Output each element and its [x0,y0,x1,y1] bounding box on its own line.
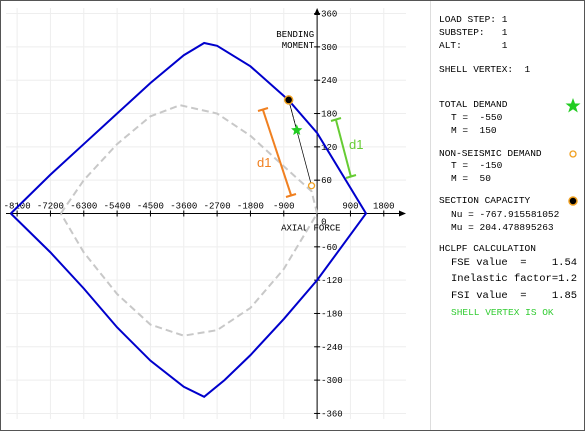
x-tick-label: 900 [342,202,358,212]
y-axis-title: MOMENT [282,41,315,51]
x-arrow [399,210,406,217]
heading: TOTAL DEMAND [439,99,508,110]
text: FSI value = [451,290,527,302]
text: M = [451,125,469,136]
text: M = [451,173,469,184]
value: 50 [479,173,491,184]
y-tick-label: 300 [321,43,337,53]
label: Inelastic factor=1.2 [451,273,577,285]
series-line [59,104,319,337]
x-tick-label: -7200 [37,202,64,212]
label: SUBSTEP: 1 [439,27,507,38]
label: M = 150 [451,125,497,136]
y-tick-label: -60 [321,243,337,253]
heading: HCLPF CALCULATION [439,243,536,254]
value: 1 [501,40,508,51]
connector [288,99,298,131]
y-arrow [314,8,321,15]
x-tick-label: -5400 [104,202,131,212]
value: 1.54 [551,257,578,269]
x-tick-label: 1800 [373,202,395,212]
label: M = 50 [451,173,491,184]
y-tick-label: -180 [321,309,343,319]
y-tick-label: -360 [321,409,343,419]
text: ALT: [439,40,462,51]
d1-bracket [335,119,352,178]
label: T = -550 [451,112,502,123]
d1-bracket [257,107,269,112]
value: -150 [479,160,503,171]
x-axis-title: AXIAL FORCE [281,224,340,234]
legend-icons [565,98,581,206]
x-tick-label: 0 [321,218,326,228]
chart: -8100 -7200 -6300 -5400 -4500 -3600 -2700 -1800… [4,1,431,430]
text: Nu = [451,209,474,220]
heading: SECTION CAPACITY [439,195,531,206]
d1-bracket [345,174,357,179]
x-tick-label: -900 [273,202,295,212]
value: 1.85 [551,290,578,302]
label: FSE value = 1.54 [451,257,577,269]
value: 204.478895263 [479,222,554,233]
status: SHELL VERTEX IS OK [451,307,554,318]
label: Nu = -767.915581052 [451,209,559,220]
value: -550 [479,112,503,123]
x-tick-label: -2700 [204,202,231,212]
value: 1 [501,27,508,38]
label: FSI value = 1.85 [451,290,577,302]
y-tick-label: 360 [321,10,337,20]
annotation: d1 [349,137,363,152]
total-demand-point [291,124,303,136]
y-tick-label: 60 [321,176,332,186]
dot-icon [568,196,578,206]
label: Mu = 204.478895263 [451,222,554,233]
x-tick-label: -6300 [70,202,97,212]
d1-bracket [262,109,292,196]
text: FSE value = [451,257,527,269]
text: T = [451,112,469,123]
y-tick-label: 120 [321,143,337,153]
star-icon [565,98,581,113]
text: SHELL VERTEX: [439,64,514,75]
text: T = [451,160,469,171]
value: 1 [524,64,531,75]
value: 150 [479,125,497,136]
label: T = -150 [451,160,502,171]
y-tick-label: 240 [321,76,337,86]
connector [288,99,312,186]
value: 1 [501,14,508,25]
value: 1.2 [558,273,578,285]
series-line [10,41,368,398]
x-tick-label: -1800 [237,202,264,212]
y-tick-label: -240 [321,343,343,353]
y-axis-title: BENDING [276,30,314,40]
label: SHELL VERTEX: 1 [439,64,530,75]
label: LOAD STEP: 1 [439,14,507,25]
y-tick-label: -300 [321,376,343,386]
annotation: d1 [257,155,271,170]
value: -767.915581052 [479,209,560,220]
circle-icon [569,150,577,158]
text: LOAD STEP: [439,14,497,25]
x-tick-label: -4500 [137,202,164,212]
text: Inelastic factor= [451,273,559,285]
text: Mu = [451,222,474,233]
y-tick-label: 180 [321,110,337,120]
label: ALT: 1 [439,40,507,51]
x-tick-label: -3600 [170,202,197,212]
non-seismic-point [307,182,316,190]
heading: NON-SEISMIC DEMAND [439,148,542,159]
d1-bracket [285,193,297,198]
d1-bracket [330,117,342,122]
y-tick-label: -120 [321,276,343,286]
text: SUBSTEP: [439,27,485,38]
section-capacity-point [283,95,294,105]
